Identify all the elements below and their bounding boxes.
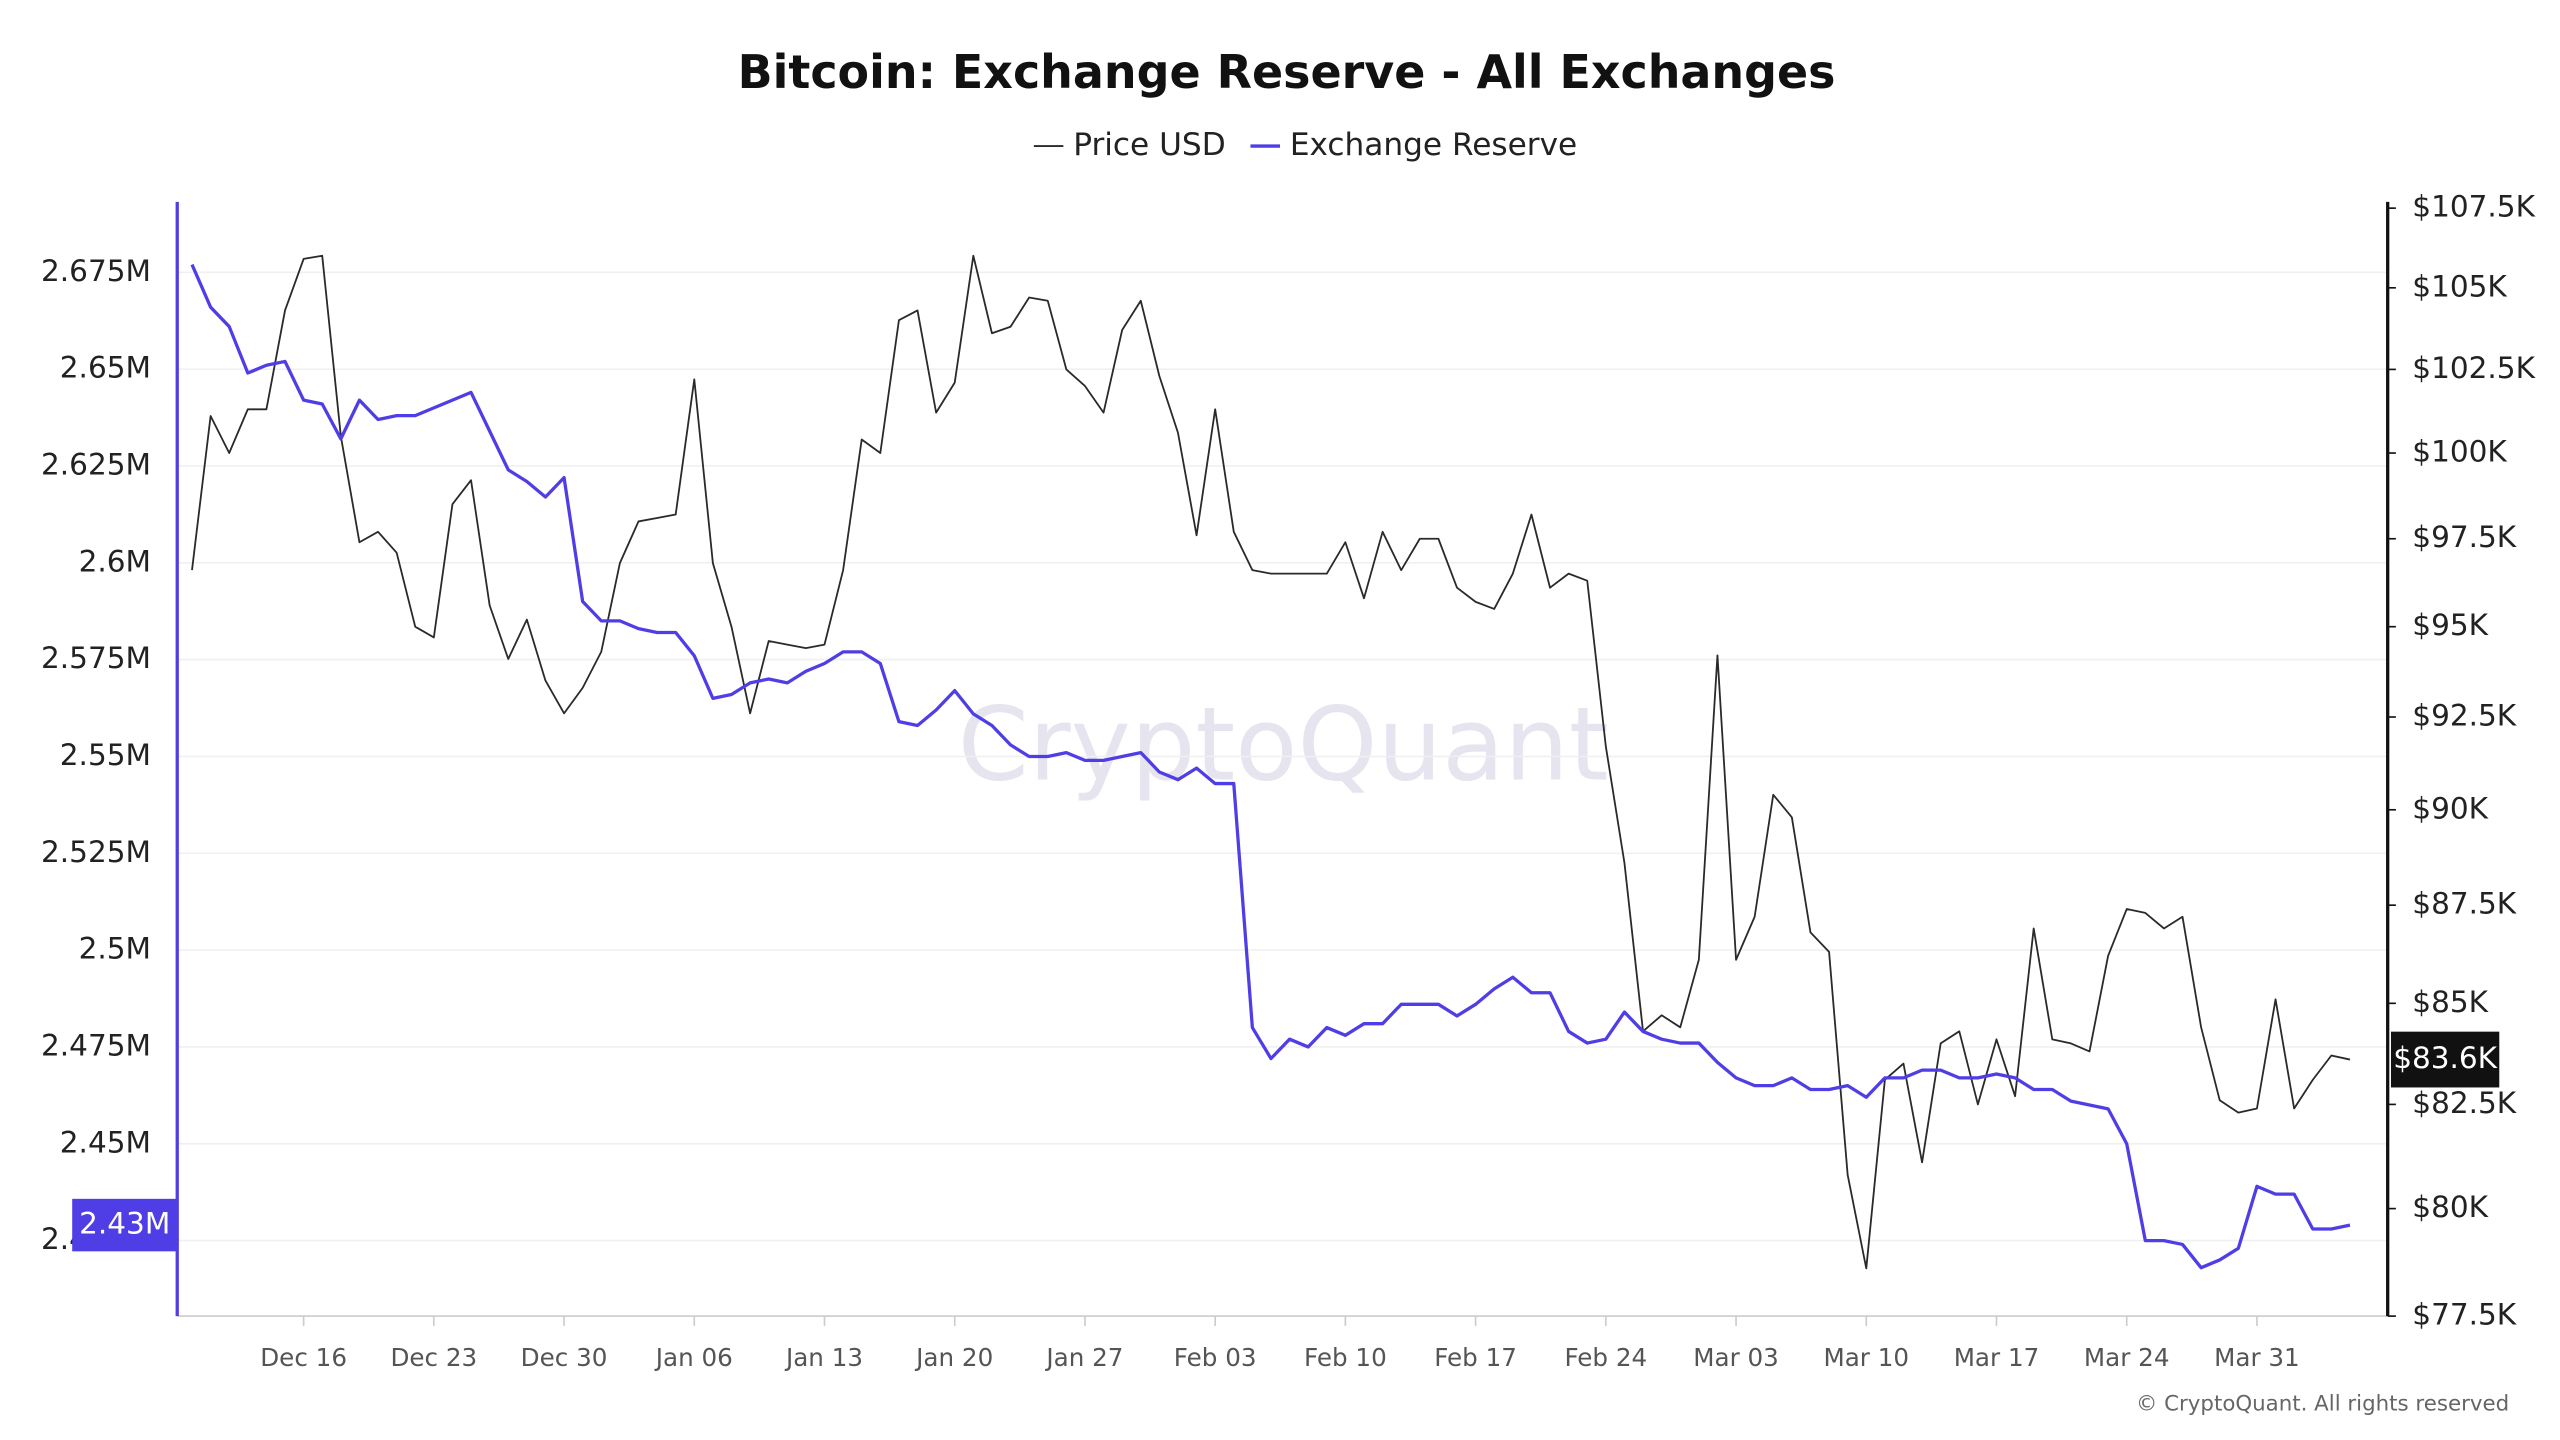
y2-tick-label: $90K (2412, 791, 2488, 825)
x-tick-label: Dec 16 (260, 1343, 347, 1372)
y-tick-label: 2.65M (60, 351, 151, 385)
y2-tick-label: $107.5K (2412, 190, 2535, 224)
y2-tick-label: $105K (2412, 269, 2507, 303)
y2-tick-label: $85K (2412, 985, 2488, 1019)
line-series (190, 263, 2351, 1270)
y-tick-label: 2.475M (41, 1028, 151, 1062)
y-tick-label: 2.45M (60, 1125, 151, 1159)
y2-tick-label: $92.5K (2412, 699, 2516, 733)
x-tick-label: Dec 23 (390, 1343, 477, 1372)
y-tick-label: 2.5M (79, 932, 151, 966)
x-tick-label: Mar 31 (2214, 1343, 2300, 1372)
x-tick-label: Mar 03 (1693, 1343, 1779, 1372)
y-tick-label: 2.575M (41, 641, 151, 675)
x-tick-label: Jan 20 (914, 1343, 993, 1372)
chart-title: Bitcoin: Exchange Reserve - All Exchange… (738, 45, 1836, 99)
line-series (191, 254, 2351, 1270)
watermark: CryptoQuant (958, 685, 1609, 803)
legend-label: Exchange Reserve (1290, 127, 1577, 163)
y2-tick-label: $97.5K (2412, 520, 2516, 554)
current-value-box (72, 1198, 178, 1252)
y-tick-label: 2.525M (41, 835, 151, 869)
current-value-label: $83.6K (2393, 1041, 2497, 1075)
x-tick-label: Feb 03 (1174, 1343, 1257, 1372)
x-tick-label: Mar 17 (1954, 1343, 2040, 1372)
current-value-label: 2.43M (79, 1207, 170, 1241)
x-tick-label: Mar 24 (2084, 1343, 2170, 1372)
y2-tick-label: $77.5K (2412, 1298, 2516, 1332)
y2-tick-label: $82.5K (2412, 1086, 2516, 1120)
y-tick-label: 2.675M (41, 254, 151, 288)
x-tick-label: Jan 13 (784, 1343, 863, 1372)
x-tick-label: Feb 10 (1304, 1343, 1387, 1372)
y2-tick-label: $100K (2412, 435, 2507, 469)
y2-tick-label: $95K (2412, 608, 2488, 642)
y-tick-label: 2.55M (60, 738, 151, 772)
x-tick-label: Jan 27 (1044, 1343, 1123, 1372)
footer: © CryptoQuant. All rights reserved (2136, 1392, 2509, 1417)
y2-tick-label: $87.5K (2412, 887, 2516, 921)
x-tick-label: Feb 24 (1564, 1343, 1647, 1372)
x-tick-label: Dec 30 (521, 1343, 608, 1372)
current-value-box (2390, 1031, 2500, 1088)
x-tick-label: Feb 17 (1434, 1343, 1517, 1372)
y-tick-label: 2.625M (41, 447, 151, 481)
y2-tick-label: $102.5K (2412, 351, 2535, 385)
x-tick-label: Mar 10 (1823, 1343, 1909, 1372)
x-tick-label: Jan 06 (654, 1343, 733, 1372)
y-tick-label: 2.6M (79, 544, 151, 578)
legend-label: Price USD (1073, 127, 1225, 163)
y2-tick-label: $80K (2412, 1190, 2488, 1224)
